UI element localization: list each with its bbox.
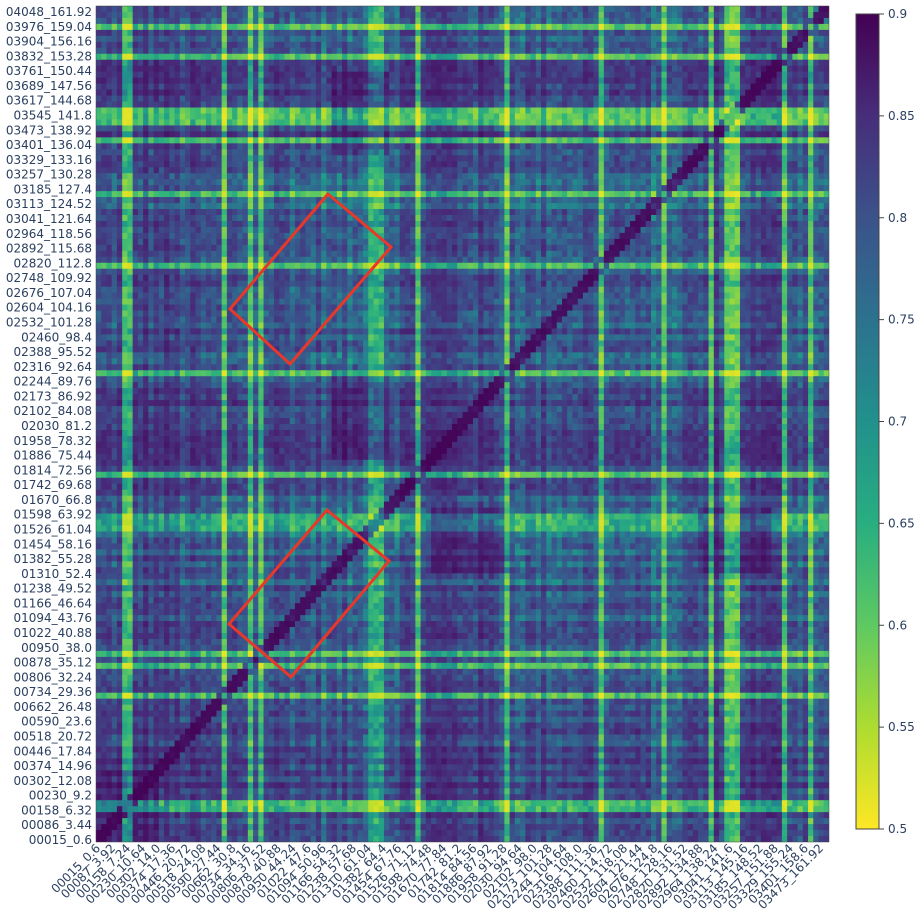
y-tick-label: 03329_133.16	[6, 153, 92, 167]
y-tick-label: 03904_156.16	[6, 35, 92, 49]
colorbar-tick-label: 0.9	[888, 7, 907, 21]
y-tick-label: 01166_46.64	[13, 596, 92, 610]
lower-box-annotation	[226, 507, 392, 680]
plot-area-frame	[95, 5, 830, 843]
y-tick-label: 00518_20.72	[13, 730, 92, 744]
y-tick-label: 04048_161.92	[6, 5, 92, 19]
y-tick-label: 00374_14.96	[13, 759, 92, 773]
y-tick-label: 02892_115.68	[6, 242, 92, 256]
y-tick-label: 02604_104.16	[6, 301, 92, 315]
y-tick-label: 01886_75.44	[13, 449, 92, 463]
y-tick-label: 03689_147.56	[6, 79, 92, 93]
y-tick-label: 02030_81.2	[21, 419, 92, 433]
y-tick-label: 00878_35.12	[13, 656, 92, 670]
y-tick-label: 03761_150.44	[6, 64, 92, 78]
x-axis-tick-labels: 00015_0.600087_3.9200158_7.2400230_10.64…	[48, 841, 826, 912]
y-tick-label: 03545_141.8	[13, 109, 92, 123]
y-tick-label: 02748_109.92	[6, 271, 92, 285]
y-tick-label: 02316_92.64	[13, 360, 92, 374]
upper-box-annotation	[227, 191, 394, 367]
y-tick-label: 00302_12.08	[13, 774, 92, 788]
heatmap-cells	[96, 6, 829, 842]
y-tick-label: 01094_43.76	[13, 611, 92, 625]
y-tick-label: 03185_127.4	[13, 182, 92, 196]
y-tick-label: 01742_69.68	[13, 478, 92, 492]
y-tick-label: 02173_86.92	[13, 389, 92, 403]
annotation-boxes	[226, 191, 394, 680]
y-tick-label: 02676_107.04	[6, 286, 92, 300]
colorbar-tick-labels: 0.9 0.85 0.8 0.75 0.7 0.65 0.6 0.55 0.5	[879, 7, 915, 836]
y-tick-label: 00662_26.48	[13, 700, 92, 714]
y-tick-label: 03976_159.04	[6, 20, 92, 34]
y-tick-label: 02820_112.8	[13, 256, 92, 270]
y-tick-label: 00230_9.2	[29, 789, 92, 803]
y-tick-label: 03401_136.04	[6, 138, 92, 152]
y-tick-label: 03257_130.28	[6, 168, 92, 182]
colorbar-tick-label: 0.55	[888, 720, 915, 734]
y-tick-label: 00734_29.36	[13, 685, 92, 699]
y-tick-label: 02388_95.52	[13, 345, 92, 359]
y-tick-label: 02460_98.4	[21, 330, 92, 344]
y-tick-label: 02244_89.76	[13, 375, 92, 389]
colorbar-tick-label: 0.65	[888, 516, 915, 530]
y-tick-label: 01238_49.52	[13, 582, 92, 596]
y-tick-label: 01526_61.04	[13, 523, 92, 537]
y-tick-label: 03473_138.92	[6, 123, 92, 137]
colorbar: 0.9 0.85 0.8 0.75 0.7 0.65 0.6 0.55 0.5	[855, 7, 915, 836]
y-tick-label: 01958_78.32	[13, 434, 92, 448]
y-tick-label: 01598_63.92	[13, 508, 92, 522]
colorbar-tick-label: 0.8	[888, 211, 907, 225]
y-tick-label: 02102_84.08	[13, 404, 92, 418]
y-tick-label: 02964_118.56	[6, 227, 92, 241]
colorbar-tick-label: 0.85	[888, 109, 915, 123]
y-tick-label: 02532_101.28	[6, 316, 92, 330]
y-tick-label: 00158_6.32	[21, 803, 92, 817]
y-tick-label: 03617_144.68	[6, 94, 92, 108]
y-tick-label: 01814_72.56	[13, 463, 92, 477]
y-tick-label: 03113_124.52	[6, 197, 92, 211]
y-tick-label: 01670_66.8	[21, 493, 92, 507]
y-tick-label: 01022_40.88	[13, 626, 92, 640]
colorbar-tick-label: 0.6	[888, 618, 907, 632]
y-tick-label: 00806_32.24	[13, 670, 92, 684]
y-tick-label: 00015_0.6	[29, 833, 92, 847]
y-tick-label: 03832_153.28	[6, 49, 92, 63]
colorbar-tick-label: 0.7	[888, 415, 907, 429]
y-tick-label: 01454_58.16	[13, 537, 92, 551]
y-axis-tick-labels: 00015_0.600086_3.4400158_6.3200230_9.200…	[6, 5, 92, 847]
y-tick-label: 00590_23.6	[21, 715, 92, 729]
y-tick-label: 01382_55.28	[13, 552, 92, 566]
y-tick-label: 00086_3.44	[21, 818, 92, 832]
y-tick-label: 03041_121.64	[6, 212, 92, 226]
y-tick-label: 01310_52.4	[21, 567, 92, 581]
y-tick-label: 00950_38.0	[21, 641, 92, 655]
colorbar-gradient	[856, 14, 879, 829]
colorbar-tick-label: 0.5	[888, 822, 907, 836]
colorbar-tick-label: 0.75	[888, 313, 915, 327]
y-tick-label: 00446_17.84	[13, 744, 92, 758]
